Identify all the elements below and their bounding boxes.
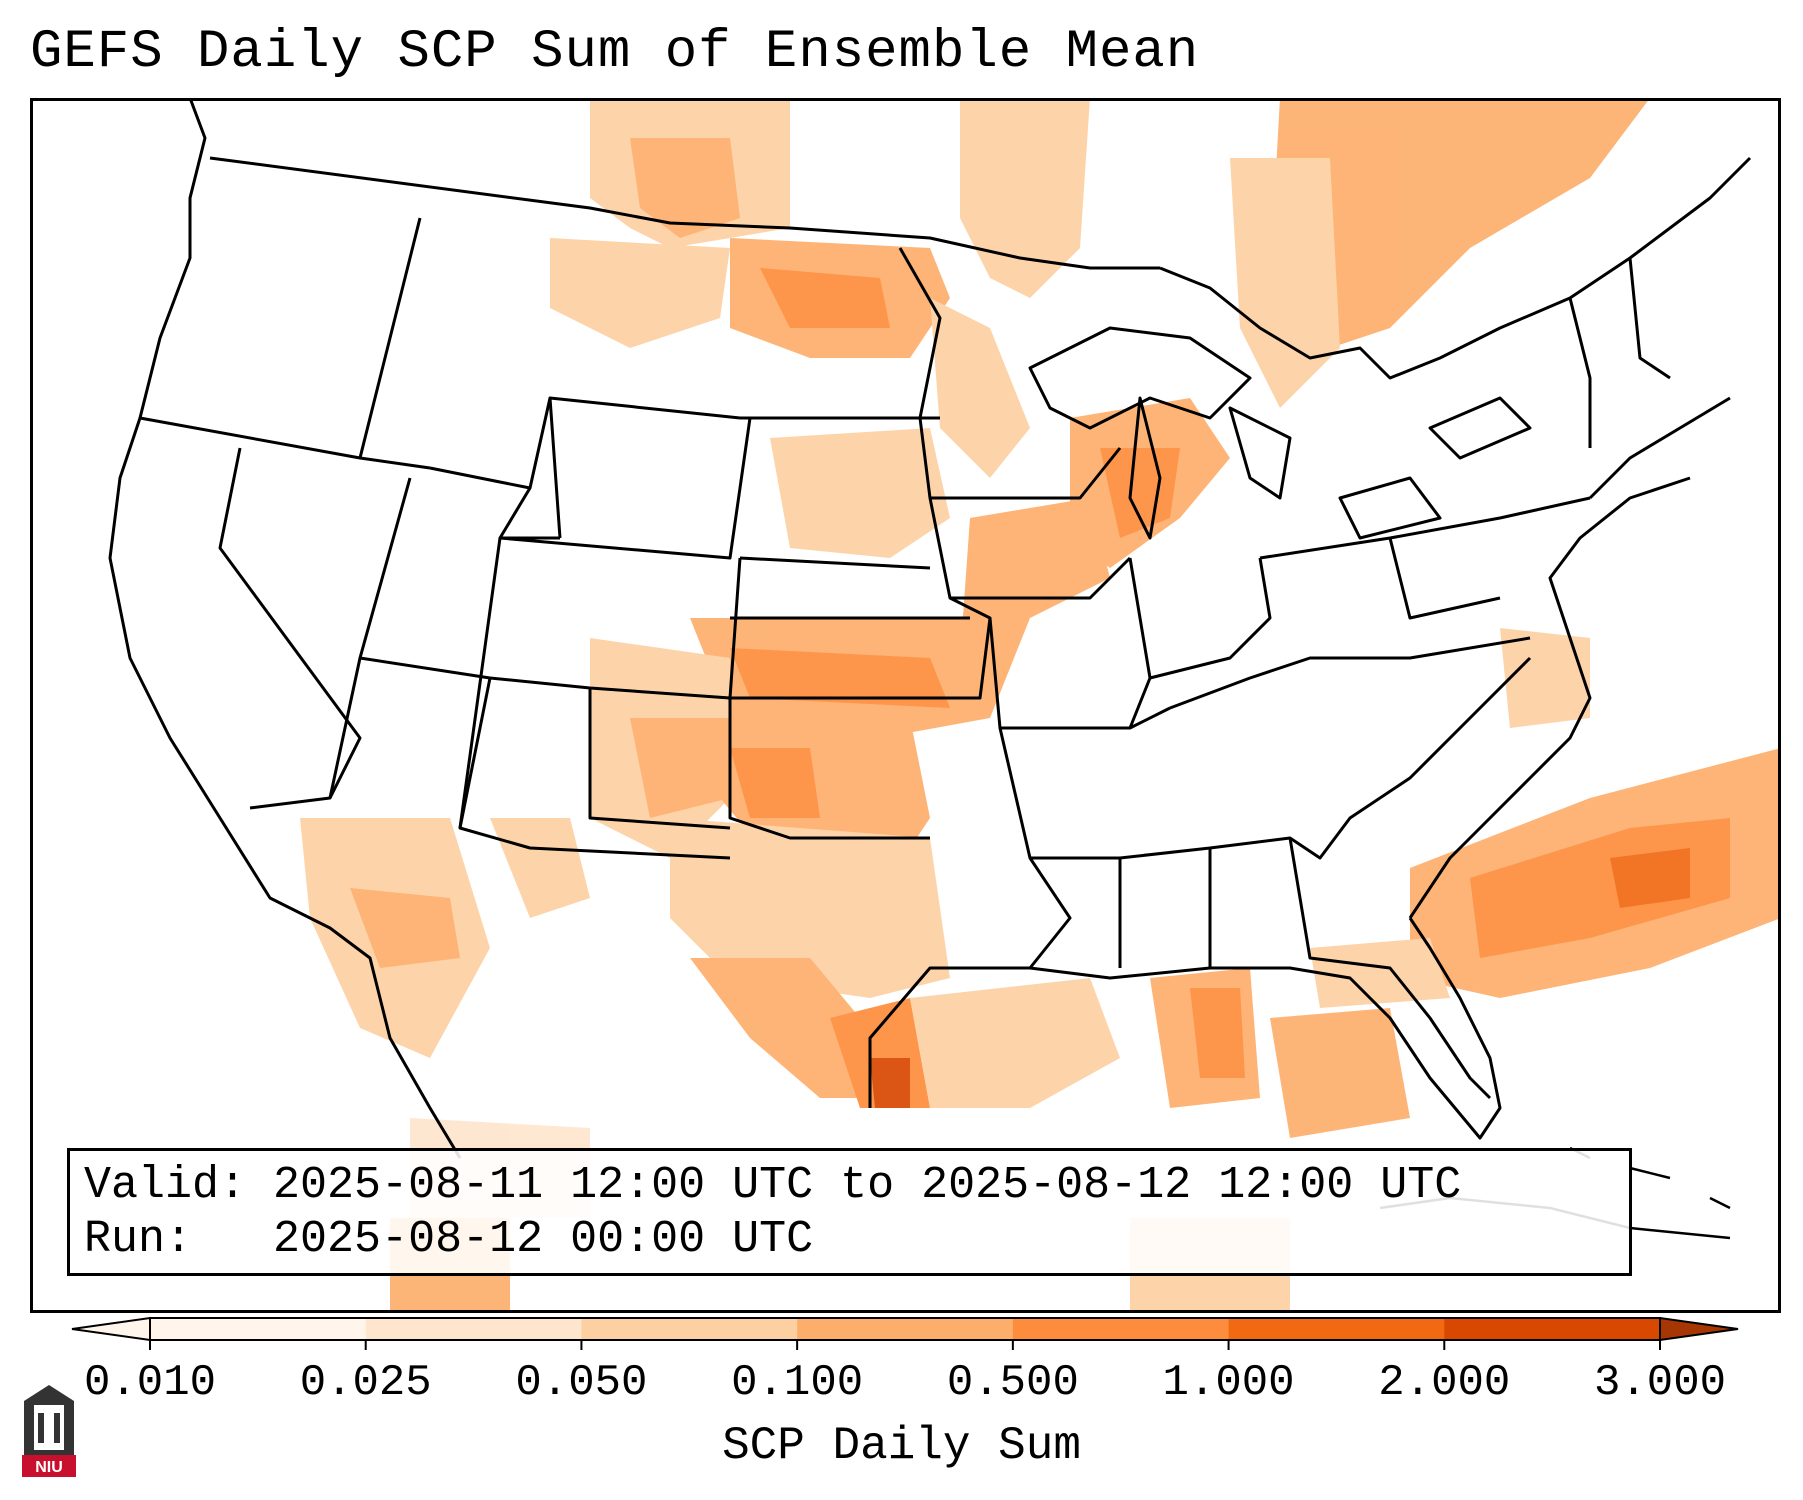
- colorbar-tick-label: 2.000: [1378, 1358, 1511, 1408]
- colorbar-tick-label: 0.050: [515, 1358, 648, 1408]
- colorbar-tick-label: 0.500: [946, 1358, 1079, 1408]
- colorbar-bin: [1012, 1318, 1230, 1340]
- colorbar-bin: [1444, 1318, 1661, 1340]
- info-box: Valid: 2025-08-11 12:00 UTC to 2025-08-1…: [67, 1148, 1632, 1276]
- colorbar-tick-label: 0.025: [299, 1358, 432, 1408]
- colorbar-tick-label: 0.010: [83, 1358, 217, 1408]
- colorbar-tick-label: 1.000: [1162, 1358, 1295, 1408]
- colorbar-bin: [365, 1318, 582, 1340]
- colorbar-tick-label: 3.000: [1593, 1358, 1727, 1408]
- run-value: 2025-08-12 00:00 UTC: [273, 1214, 814, 1265]
- niu-logo: NIU: [22, 1385, 76, 1477]
- colorbar-bin: [581, 1318, 798, 1340]
- valid-label: Valid:: [84, 1160, 247, 1211]
- page-title: GEFS Daily SCP Sum of Ensemble Mean: [30, 22, 1200, 83]
- colorbar-bin: [150, 1318, 367, 1340]
- valid-value: 2025-08-11 12:00 UTC to 2025-08-12 12:00…: [273, 1160, 1462, 1211]
- logo-text: NIU: [35, 1459, 63, 1476]
- state-boundaries: [108, 98, 1752, 1240]
- map-frame: [30, 98, 1781, 1313]
- map-panel: [30, 98, 1781, 1313]
- colorbar-title: SCP Daily Sum: [722, 1420, 1081, 1472]
- colorbar-frame: [149, 1317, 1661, 1341]
- colorbar-extend-high: [1659, 1316, 1739, 1342]
- colorbar-bin: [797, 1318, 1014, 1340]
- colorbar: [71, 1316, 1739, 1350]
- colorbar-tick-label: 0.100: [731, 1358, 864, 1408]
- colorbar-extend-low: [71, 1316, 151, 1342]
- colorbar-bin: [1228, 1318, 1445, 1340]
- run-label: Run:: [84, 1214, 193, 1265]
